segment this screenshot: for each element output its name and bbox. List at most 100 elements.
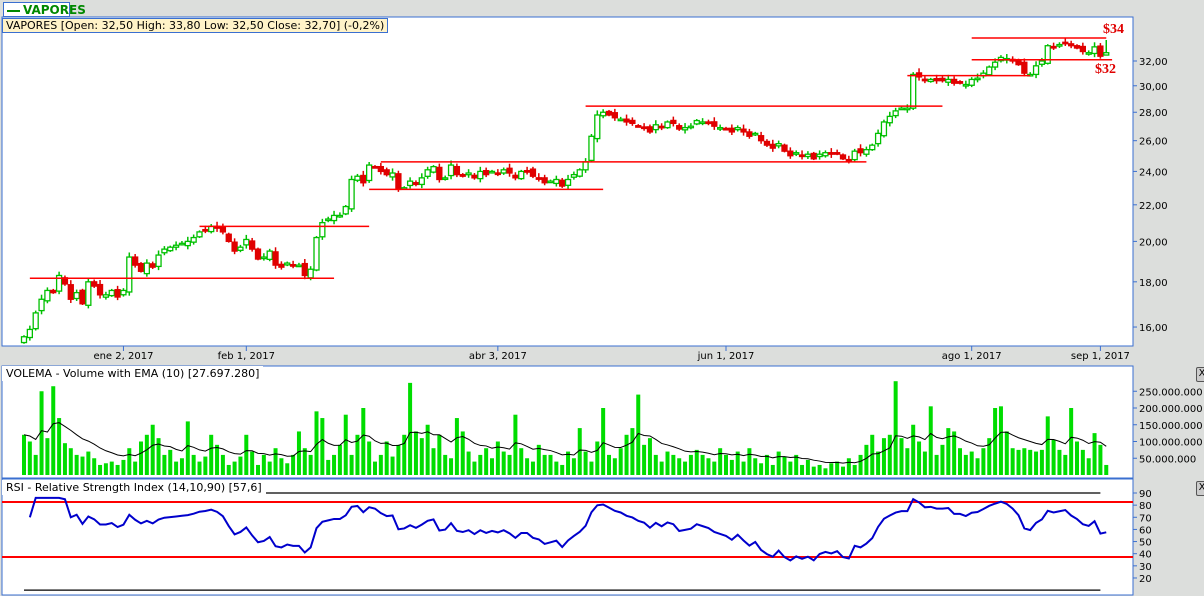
volume-bar	[168, 449, 173, 475]
volume-bar	[472, 461, 477, 475]
volume-bar	[185, 421, 190, 475]
candle-body	[114, 289, 121, 298]
volume-bar	[794, 454, 799, 475]
candle-body	[471, 174, 478, 179]
candle-body	[430, 165, 437, 173]
candle-body	[149, 263, 156, 268]
candle-body	[383, 169, 390, 176]
volume-bar	[975, 458, 980, 475]
volume-bar	[946, 428, 951, 475]
candle-body	[348, 178, 355, 210]
rsi-axis-label: 70	[1139, 513, 1152, 524]
axes: 16,00 18,00 20,00 22,00 24,00 26,00 28,00 30,00…	[93, 57, 1202, 585]
volume-bar	[302, 448, 307, 475]
volume-bar	[150, 424, 155, 475]
volume-bar	[1080, 449, 1085, 475]
candle-body	[518, 170, 525, 180]
volume-bar	[396, 444, 401, 475]
candle-body	[921, 78, 929, 82]
candle-body	[991, 61, 999, 68]
volume-bar	[314, 411, 319, 475]
volume-bar	[285, 463, 290, 475]
volume-bar	[776, 451, 781, 475]
candle-body	[143, 262, 151, 275]
volume-bar	[571, 458, 576, 475]
volume-bar	[1034, 451, 1039, 475]
candle-body	[535, 177, 542, 180]
volume-bar	[1010, 448, 1015, 475]
volume-bar	[525, 458, 530, 475]
candle-body	[869, 144, 876, 151]
volume-bar	[595, 441, 600, 475]
candle-body	[793, 152, 800, 155]
volume-panel-close-button[interactable]: X	[1196, 367, 1204, 382]
price-axis-label: 20,00	[1139, 237, 1168, 248]
volume-bar	[390, 456, 395, 475]
volume-bar	[911, 424, 916, 475]
candle-body	[482, 169, 490, 176]
price-axis-label: 24,00	[1139, 167, 1168, 178]
symbol-tab[interactable]: VAPORES	[3, 2, 86, 17]
candle-body	[927, 78, 934, 83]
volume-bar	[905, 448, 910, 475]
volume-bar	[940, 444, 945, 475]
volume-bar	[566, 451, 571, 475]
volume-bar	[495, 441, 500, 475]
volume-bar	[841, 466, 845, 475]
candle-body	[196, 231, 203, 238]
volume-bar	[700, 454, 705, 475]
candle-body	[237, 246, 244, 251]
volume-bar	[197, 461, 202, 475]
volume-bar	[993, 408, 998, 475]
candle-body	[96, 283, 104, 296]
rsi-panel-close-button[interactable]: X	[1196, 481, 1204, 496]
volume-bar	[437, 434, 442, 475]
volume-bar	[215, 444, 220, 475]
candle-body	[50, 289, 57, 294]
volume-bar	[870, 434, 875, 475]
candle-body	[465, 172, 472, 176]
volume-bar	[191, 454, 196, 475]
candle-body	[839, 154, 847, 160]
volume-bar	[1028, 449, 1033, 475]
rsi-panel[interactable]	[1, 478, 1134, 596]
candle-body	[1032, 65, 1040, 76]
candle-body	[73, 291, 80, 300]
volume-bar	[332, 454, 337, 475]
volume-bar	[1098, 444, 1103, 475]
candle-body	[424, 169, 431, 177]
volume-bar	[618, 448, 623, 475]
candle-body	[418, 177, 425, 186]
candle-body	[278, 263, 285, 268]
candle-body	[886, 115, 893, 124]
volume-bar	[764, 454, 769, 475]
volume-bar	[179, 458, 184, 475]
date-axis-label: sep 1, 2017	[1071, 351, 1130, 362]
rsi-axis-label: 20	[1139, 574, 1152, 585]
volume-bar	[22, 434, 26, 475]
date-axis-label: abr 3, 2017	[469, 351, 527, 362]
candle-body	[102, 294, 110, 298]
candle-body	[559, 179, 566, 187]
candle-body	[1062, 41, 1069, 45]
candle-body	[155, 254, 162, 268]
candle-body	[178, 242, 186, 246]
candle-body	[1021, 61, 1028, 74]
price-axis-label: 22,00	[1139, 201, 1168, 212]
volume-bar	[560, 464, 565, 475]
candle-body	[272, 251, 279, 266]
volume-bar	[893, 381, 898, 475]
candle-body	[389, 172, 396, 178]
candle-body	[570, 173, 578, 178]
candle-body	[354, 175, 361, 181]
candle-body	[874, 132, 882, 145]
candle-body	[1056, 43, 1063, 47]
candle-body	[974, 77, 981, 81]
volume-bar	[501, 451, 506, 475]
volume-bar	[174, 461, 179, 475]
candle-body	[904, 107, 911, 111]
volume-bar	[484, 448, 489, 475]
volume-bar	[80, 456, 85, 475]
candle-body	[857, 148, 864, 154]
